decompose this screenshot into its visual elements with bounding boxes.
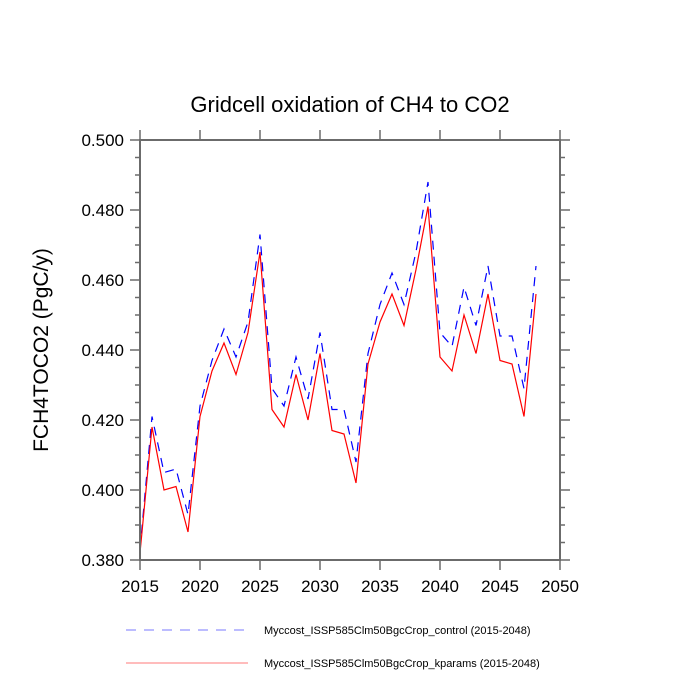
y-axis-label: FCH4TOCO2 (PgC/y) <box>30 248 53 452</box>
chart-title: Gridcell oxidation of CH4 to CO2 <box>190 92 509 117</box>
x-tick-label: 2040 <box>421 577 459 596</box>
y-tick-label: 0.460 <box>81 271 124 290</box>
y-tick-label: 0.500 <box>81 131 124 150</box>
x-tick-label: 2045 <box>481 577 519 596</box>
legend-label-kparams: Myccost_ISSP585Clm50BgcCrop_kparams (201… <box>264 658 540 670</box>
y-tick-label: 0.440 <box>81 341 124 360</box>
x-tick-label: 2035 <box>361 577 399 596</box>
y-tick-label: 0.420 <box>81 411 124 430</box>
legend-label-control: Myccost_ISSP585Clm50BgcCrop_control (201… <box>264 625 531 637</box>
plot-frame <box>139 139 561 561</box>
y-tick-label: 0.380 <box>81 551 124 570</box>
y-tick-label: 0.400 <box>81 481 124 500</box>
x-tick-label: 2050 <box>541 577 579 596</box>
series-line-control <box>139 181 537 550</box>
axis-ticks: 2015 2020 2025 2030 2035 2040 2045 2050 0.380 0.4… <box>81 130 579 596</box>
plot-area <box>139 181 537 554</box>
x-tick-label: 2020 <box>181 577 219 596</box>
x-tick-label: 2015 <box>121 577 159 596</box>
series-line-kparams <box>139 206 537 554</box>
legend: Myccost_ISSP585Clm50BgcCrop_control (201… <box>126 625 540 670</box>
y-tick-label: 0.480 <box>81 201 124 220</box>
x-tick-label: 2030 <box>301 577 339 596</box>
x-tick-label: 2025 <box>241 577 279 596</box>
